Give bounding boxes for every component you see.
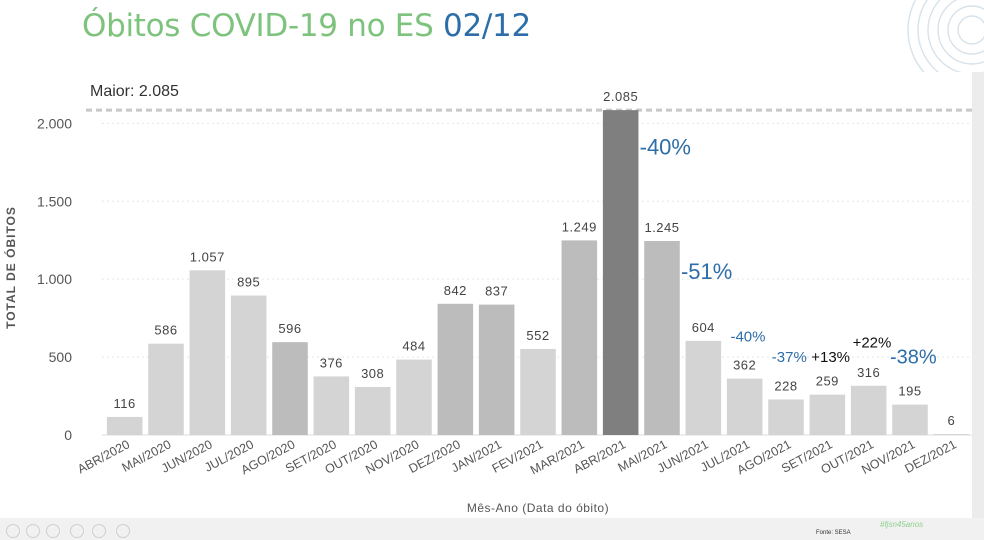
next-slide-button[interactable] bbox=[26, 524, 40, 538]
x-axis-label: Mês-Ano (Data do óbito) bbox=[467, 501, 609, 515]
previous-slide-button[interactable] bbox=[6, 524, 20, 538]
bar-jan-2021 bbox=[478, 304, 515, 435]
bar-abr-2021 bbox=[602, 110, 639, 436]
data-label: 259 bbox=[816, 374, 839, 389]
data-label: 604 bbox=[692, 320, 715, 335]
data-label: 895 bbox=[237, 275, 260, 290]
max-label: Maior: 2.085 bbox=[90, 83, 179, 100]
title-main: Óbitos COVID-19 no ES bbox=[82, 8, 434, 44]
data-label: 1.057 bbox=[190, 249, 225, 264]
bar-mar-2021 bbox=[561, 240, 598, 435]
percent-change-annotation: -40% bbox=[640, 135, 691, 160]
zoom-button[interactable] bbox=[92, 524, 106, 538]
bar-jul-2020 bbox=[230, 295, 267, 435]
bar-nov-2021 bbox=[892, 404, 928, 435]
bar-chart: Maior: 2.085 TOTAL DE ÓBITOS Mês-Ano (Da… bbox=[3, 83, 972, 515]
y-tick-label: 0 bbox=[64, 427, 72, 443]
data-label: 116 bbox=[114, 396, 136, 411]
more-options-button[interactable] bbox=[116, 524, 130, 538]
bar-dez-2020 bbox=[437, 303, 474, 435]
bar-nov-2020 bbox=[396, 359, 432, 435]
view-slides-button[interactable] bbox=[70, 524, 84, 538]
data-label: 2.085 bbox=[603, 89, 638, 104]
title-date: 02/12 bbox=[443, 8, 531, 44]
bar-out-2021 bbox=[850, 385, 887, 435]
chart-card bbox=[0, 72, 972, 524]
data-label: 308 bbox=[361, 366, 384, 381]
data-label: 586 bbox=[154, 323, 177, 338]
percent-change-annotation: -51% bbox=[681, 259, 732, 284]
data-label: 195 bbox=[898, 384, 921, 399]
data-label: 362 bbox=[733, 358, 756, 373]
data-label: 842 bbox=[444, 283, 467, 298]
pen-tool-button[interactable] bbox=[46, 524, 60, 538]
hashtag-logo: #fjsn45anos bbox=[880, 520, 924, 529]
y-tick-label: 500 bbox=[49, 349, 73, 365]
data-label: 837 bbox=[485, 284, 508, 299]
slide-header bbox=[0, 0, 984, 72]
bar-jul-2021 bbox=[726, 378, 763, 435]
data-label: 316 bbox=[857, 365, 880, 380]
bar-jun-2020 bbox=[189, 270, 226, 435]
bar-ago-2020 bbox=[272, 342, 308, 435]
data-label: 6 bbox=[947, 413, 955, 428]
percent-change-annotation: +13% bbox=[811, 349, 850, 366]
percent-change-annotation: -38% bbox=[890, 346, 937, 368]
y-tick-label: 1.500 bbox=[37, 193, 72, 209]
percent-change-annotation: -40% bbox=[730, 329, 765, 346]
bar-set-2021 bbox=[809, 394, 846, 435]
decorative-arcs-icon bbox=[907, 0, 984, 72]
data-label: 1.245 bbox=[644, 220, 679, 235]
y-tick-label: 1.000 bbox=[37, 271, 72, 287]
data-label: 376 bbox=[320, 355, 343, 370]
data-label: 484 bbox=[402, 339, 425, 354]
bar-mai-2020 bbox=[148, 343, 184, 435]
y-axis-label: TOTAL DE ÓBITOS bbox=[3, 206, 18, 329]
bar-out-2020 bbox=[354, 387, 391, 435]
bar-jun-2021 bbox=[685, 340, 722, 435]
data-label: 596 bbox=[278, 321, 301, 336]
presentation-toolbar bbox=[0, 518, 984, 540]
bar-ago-2021 bbox=[768, 399, 804, 435]
bar-fev-2021 bbox=[520, 348, 556, 435]
bar-mai-2021 bbox=[644, 241, 680, 435]
source-note: Fonte: SESA bbox=[816, 530, 851, 536]
percent-change-annotation: -37% bbox=[772, 349, 807, 366]
bar-abr-2020 bbox=[106, 416, 143, 435]
slide-title: Óbitos COVID-19 no ES 02/12 bbox=[82, 8, 531, 44]
bar-dez-2021 bbox=[933, 434, 970, 436]
data-label: 1.249 bbox=[562, 219, 597, 234]
y-tick-label: 2.000 bbox=[37, 115, 72, 131]
percent-change-annotation: +22% bbox=[853, 335, 892, 352]
bar-set-2020 bbox=[313, 376, 350, 435]
data-label: 228 bbox=[774, 378, 797, 393]
data-label: 552 bbox=[526, 328, 549, 343]
